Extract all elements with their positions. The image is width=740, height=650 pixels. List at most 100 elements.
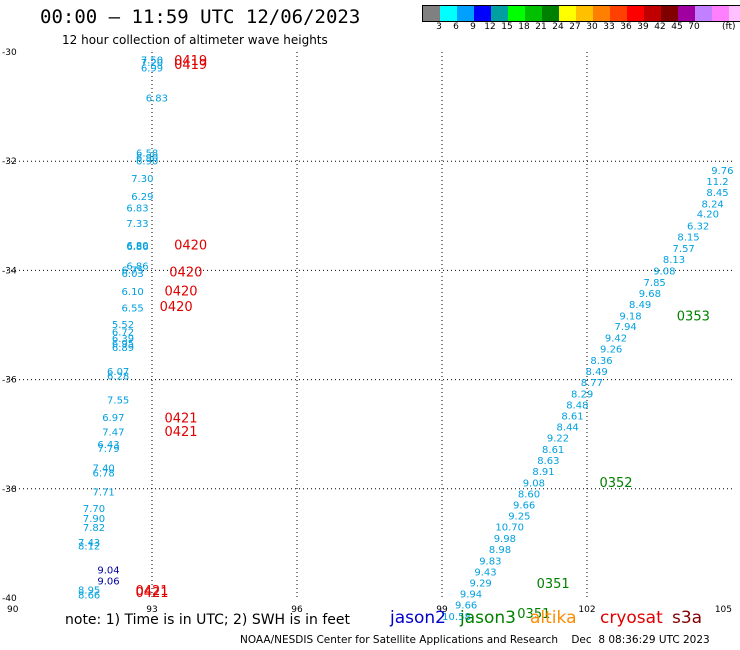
color-scale-label: 24 <box>552 22 564 32</box>
wave-height-value: 7.20 <box>141 58 163 69</box>
legend-entry-altika: altika <box>530 608 577 628</box>
wave-height-value: 8.45 <box>706 188 728 199</box>
wave-height-value: 8.49 <box>629 300 651 311</box>
wave-height-value: 9.83 <box>479 556 501 567</box>
wave-height-value: 8.61 <box>561 412 583 423</box>
pass-id-label: 0420 <box>169 266 202 281</box>
color-scale-cell <box>542 6 559 21</box>
color-scale-label: 9 <box>470 22 476 32</box>
wave-height-value: 6.29 <box>131 192 153 203</box>
legend-entry-jason2: jason2 <box>390 608 446 628</box>
color-scale-cell <box>491 6 508 21</box>
wave-height-value: 6.89 <box>112 343 134 354</box>
color-scale-label: 6 <box>453 22 459 32</box>
pass-id-label: 0353 <box>677 309 710 324</box>
footnote: note: 1) Time is in UTC; 2) SWH is in fe… <box>65 612 351 628</box>
color-scale-label: 21 <box>535 22 547 32</box>
wave-height-value: 7.55 <box>107 395 129 406</box>
color-scale-label: 70 <box>688 22 700 32</box>
wave-height-value: 9.66 <box>513 501 535 512</box>
wave-height-value: 7.40 <box>93 464 115 475</box>
y-tick-label: -40 <box>2 594 17 604</box>
wave-height-value: 8.36 <box>590 356 612 367</box>
pass-id-label: 0420 <box>160 300 193 315</box>
color-scale-cell <box>712 6 729 21</box>
wave-height-value: 8.49 <box>586 367 608 378</box>
wave-height-value: 6.97 <box>102 413 124 424</box>
color-scale-label: 15 <box>501 22 513 32</box>
wave-height-value: 9.43 <box>474 567 496 578</box>
wave-height-value: 8.60 <box>518 489 540 500</box>
credit-line: NOAA/NESDIS Center for Satellite Applica… <box>240 634 710 646</box>
wave-height-value: 8.44 <box>557 423 579 434</box>
color-scale-bar <box>422 5 740 22</box>
wave-height-value: 9.94 <box>460 590 482 601</box>
wave-height-value: 4.20 <box>697 210 719 221</box>
color-scale-cell <box>610 6 627 21</box>
color-scale-label: 30 <box>586 22 598 32</box>
wave-height-value: 9.42 <box>605 334 627 345</box>
pass-id-label: 0421 <box>135 584 168 599</box>
legend-entry-s3a: s3a <box>672 608 703 628</box>
color-scale-cell <box>525 6 542 21</box>
wave-height-value: 9.08 <box>523 478 545 489</box>
pass-id-label: 0421 <box>164 425 197 440</box>
wave-height-value: 8.77 <box>581 378 603 389</box>
wave-height-value: 10.70 <box>495 523 524 534</box>
wave-height-value: 7.70 <box>83 504 105 515</box>
x-tick-label: 105 <box>715 605 732 615</box>
color-scale-cell <box>457 6 474 21</box>
pass-id-label: 0419 <box>174 58 207 73</box>
color-scale-label: 18 <box>518 22 530 32</box>
y-tick-label: -32 <box>2 157 17 167</box>
color-scale-label: 33 <box>603 22 615 32</box>
wave-height-value: 6.58 <box>136 149 158 160</box>
wave-height-value: 7.71 <box>93 488 115 499</box>
page-subtitle: 12 hour collection of altimeter wave hei… <box>62 33 328 47</box>
wave-height-value: 6.75 <box>122 265 144 276</box>
x-tick-label: 90 <box>7 605 19 615</box>
wave-height-value: 9.04 <box>97 566 119 577</box>
wave-height-value: 6.07 <box>107 367 129 378</box>
wave-height-value: 8.91 <box>532 467 554 478</box>
color-scale-cell <box>559 6 576 21</box>
wave-height-value: 7.50 <box>141 56 163 67</box>
wave-height-value: 9.08 <box>653 266 675 277</box>
wave-height-value: 9.06 <box>97 577 119 588</box>
wave-height-value: 9.76 <box>711 166 733 177</box>
wave-height-value: 9.29 <box>470 578 492 589</box>
wave-height-value: 8.61 <box>542 445 564 456</box>
color-scale-cell <box>729 6 740 21</box>
color-scale-cell <box>423 6 440 21</box>
wave-height-value: 9.66 <box>455 601 477 612</box>
y-tick-label: -36 <box>2 376 17 386</box>
wave-height-value: 7.82 <box>83 523 105 534</box>
wave-height-value: 6.78 <box>93 469 115 480</box>
wave-height-value: 8.24 <box>702 199 724 210</box>
wave-height-value: 9.18 <box>619 311 641 322</box>
pass-id-label: 0421 <box>135 586 168 601</box>
wave-height-value: 7.94 <box>615 322 637 333</box>
color-scale-labels: 3 6 9 12 15 18 21 24 27 30 33 36 39 42 45 70 (ft) <box>422 22 740 34</box>
wave-height-value: 6.72 <box>112 328 134 339</box>
pass-id-label: 0419 <box>174 54 207 69</box>
wave-height-value: 6.83 <box>146 93 168 104</box>
wave-height-value: 8.12 <box>78 542 100 553</box>
color-scale-cell <box>474 6 491 21</box>
wave-height-value: 9.98 <box>494 534 516 545</box>
wave-height-value: 6.39 <box>112 334 134 345</box>
color-scale-cell <box>440 6 457 21</box>
wave-height-value: 7.47 <box>102 428 124 439</box>
color-scale-cell <box>661 6 678 21</box>
wave-height-value: 6.28 <box>107 371 129 382</box>
pass-id-label: 0352 <box>599 476 632 491</box>
wave-height-value: 9.26 <box>600 345 622 356</box>
wave-height-value: 6.43 <box>97 440 119 451</box>
wave-height-value: 7.33 <box>126 219 148 230</box>
pass-id-label: 0351 <box>517 607 550 622</box>
wave-height-value: 5.52 <box>112 320 134 331</box>
wave-height-value: 7.90 <box>83 514 105 525</box>
wave-height-value: 6.55 <box>122 304 144 315</box>
